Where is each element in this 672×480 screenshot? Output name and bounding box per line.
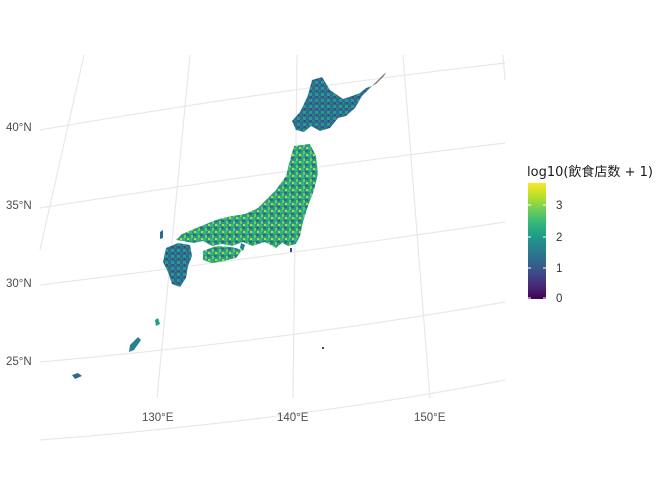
- grid-line-lon-130: [156, 54, 191, 399]
- longitude-labels: 130°E 140°E 150°E: [142, 412, 446, 424]
- region-shikoku: [203, 246, 242, 263]
- legend-tick-3: 3: [556, 200, 562, 212]
- region-kuril: [372, 72, 386, 86]
- legend-colorbar: [528, 183, 546, 299]
- grid-line-lon-125: [39, 54, 85, 251]
- lat-label-30: 30°N: [6, 278, 32, 290]
- region-awaji: [240, 243, 245, 251]
- lat-label-25: 25°N: [6, 356, 32, 368]
- region-kyushu: [163, 243, 192, 287]
- grid-line-lat-30: [39, 221, 506, 286]
- region-hokkaido: [292, 77, 372, 132]
- grid-line-lat-lower: [39, 379, 506, 441]
- region-honshu: [176, 144, 318, 248]
- latitude-labels: 40°N 35°N 30°N 25°N: [6, 122, 32, 368]
- legend-tick-2: 2: [556, 232, 562, 244]
- region-sakishima: [72, 373, 82, 379]
- color-legend: log10(飲食店数 + 1) 0 1 2 3: [527, 164, 653, 305]
- grid-line-lat-25: [39, 301, 506, 363]
- grid-line-lon-150: [402, 54, 431, 399]
- legend-title: log10(飲食店数 + 1): [527, 164, 653, 180]
- lat-label-40: 40°N: [6, 122, 32, 134]
- legend-tick-1: 1: [556, 263, 562, 275]
- legend-tick-0: 0: [556, 293, 562, 305]
- lat-label-35: 35°N: [6, 200, 32, 212]
- grid-line-lat-35: [39, 142, 506, 209]
- grid-line-lat-40: [39, 62, 506, 131]
- grid-line-lon-155: [502, 54, 506, 81]
- graticule: [39, 54, 506, 441]
- japan-regions: [72, 72, 386, 379]
- legend-ticks: [528, 204, 546, 299]
- lon-label-130: 130°E: [142, 412, 174, 424]
- region-tsushima: [160, 230, 163, 239]
- region-ogasawara: [322, 347, 324, 349]
- region-izu-islands: [290, 248, 292, 252]
- region-okinawa: [129, 337, 141, 352]
- lon-label-140: 140°E: [277, 412, 309, 424]
- region-ryukyu-north: [155, 318, 160, 326]
- lon-label-150: 150°E: [414, 412, 446, 424]
